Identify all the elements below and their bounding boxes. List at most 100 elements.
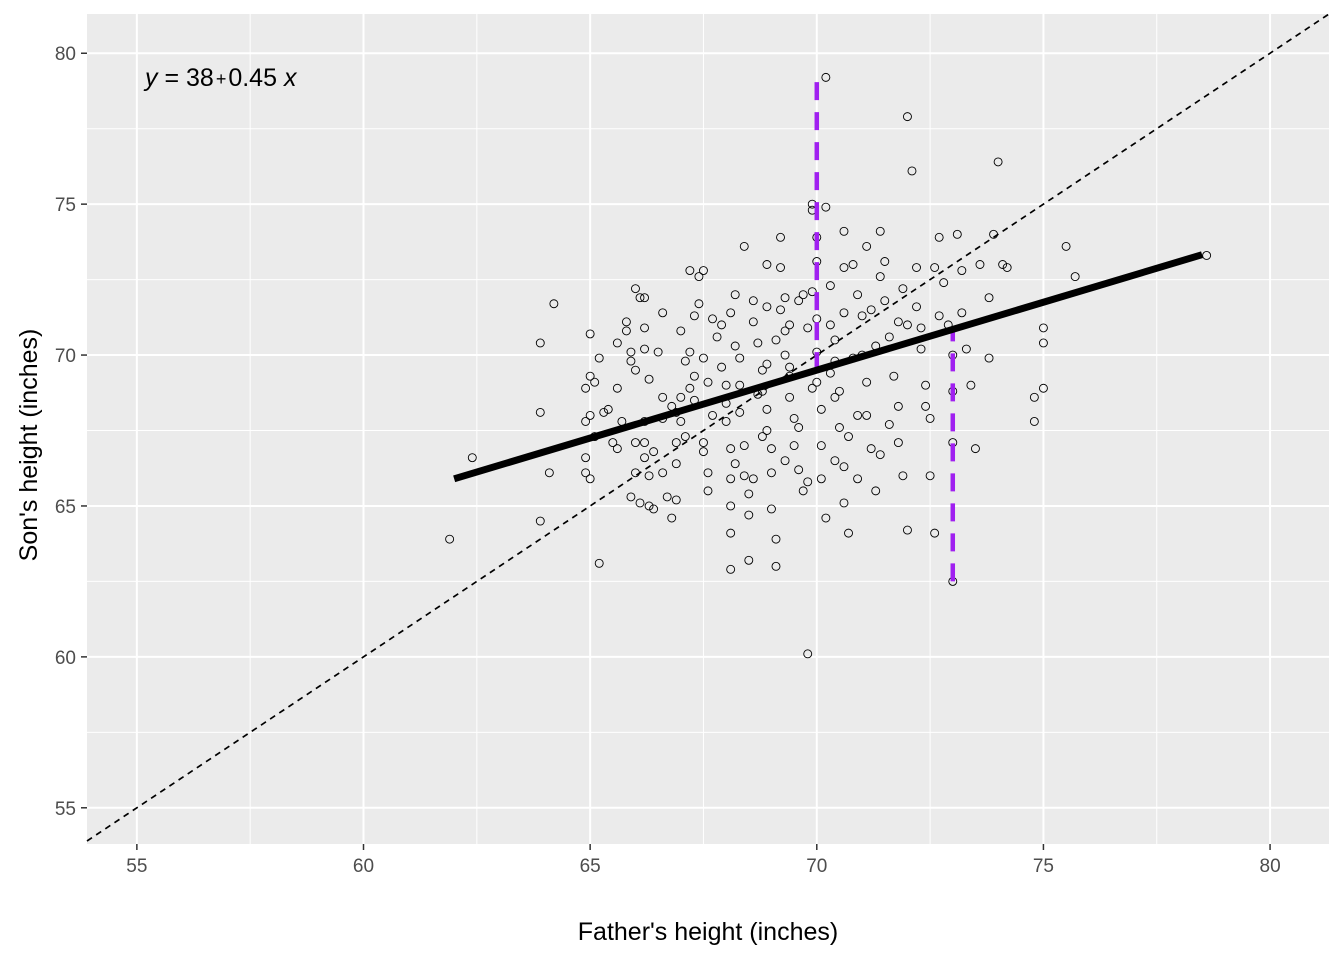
data-point	[807, 287, 817, 297]
data-point	[771, 561, 781, 571]
data-point	[862, 241, 872, 251]
data-point	[966, 380, 976, 390]
data-point	[658, 392, 668, 402]
vertical-segments	[814, 77, 956, 582]
data-point	[825, 320, 835, 330]
data-point	[839, 263, 849, 272]
data-point	[631, 468, 640, 478]
data-point	[676, 326, 686, 336]
data-point	[767, 444, 776, 454]
x-tick-label: 80	[1260, 856, 1281, 877]
equation-intercept: 38	[186, 64, 214, 92]
data-point	[1070, 272, 1080, 282]
data-point	[794, 423, 804, 432]
data-point	[1061, 241, 1071, 251]
data-point	[585, 329, 595, 339]
data-point	[1038, 338, 1048, 348]
data-points	[445, 72, 1212, 659]
data-point	[699, 353, 708, 363]
data-point	[748, 474, 758, 484]
y-tick-label: 55	[55, 799, 76, 820]
data-point	[739, 441, 749, 451]
x-tick-label: 60	[353, 856, 374, 877]
data-point	[835, 423, 844, 432]
data-point	[671, 438, 681, 448]
data-point	[816, 474, 826, 484]
data-point	[544, 468, 554, 478]
data-point	[848, 260, 858, 269]
data-point	[771, 335, 781, 345]
data-point	[1038, 323, 1048, 333]
data-point	[757, 365, 767, 375]
data-point	[970, 444, 980, 454]
identity-line-group	[86, 13, 1330, 842]
data-point	[880, 257, 890, 266]
data-point	[680, 356, 690, 366]
data-point	[889, 371, 899, 381]
data-point	[685, 266, 695, 275]
data-point	[621, 317, 631, 327]
data-point	[717, 362, 727, 372]
data-point	[689, 311, 699, 321]
data-point	[581, 383, 591, 393]
data-point	[835, 386, 844, 396]
data-point	[585, 371, 595, 381]
data-point	[730, 341, 740, 351]
data-point	[626, 492, 636, 502]
data-point	[862, 377, 872, 387]
data-point	[780, 293, 790, 303]
data-point	[640, 438, 649, 448]
data-point	[662, 492, 672, 502]
data-point	[640, 293, 649, 303]
data-point	[753, 338, 763, 348]
data-point	[685, 383, 695, 393]
regression-line	[453, 251, 1204, 483]
data-point	[803, 649, 813, 659]
y-tick-label: 65	[55, 497, 76, 518]
data-point	[744, 510, 754, 520]
data-point	[771, 534, 781, 544]
y-tick-label: 70	[55, 346, 76, 367]
data-point	[712, 332, 722, 342]
data-point	[762, 426, 772, 435]
data-point	[803, 477, 813, 487]
data-point	[785, 320, 795, 330]
data-point	[644, 471, 654, 481]
data-point	[807, 383, 817, 393]
data-point	[535, 516, 545, 526]
data-point	[912, 302, 921, 312]
data-point	[703, 468, 713, 478]
data-point	[984, 353, 994, 363]
data-point	[744, 489, 754, 499]
data-point	[893, 401, 903, 411]
data-point	[640, 323, 649, 333]
data-point	[581, 453, 591, 463]
data-point	[621, 326, 631, 336]
data-point	[699, 438, 708, 448]
data-point	[612, 338, 622, 348]
data-point	[803, 323, 813, 333]
data-point	[644, 374, 654, 384]
minor-gridlines	[87, 14, 1329, 844]
y-axis-title: Son's height (inches)	[15, 329, 43, 562]
data-point	[735, 353, 745, 363]
data-point	[780, 456, 790, 466]
data-point	[535, 407, 545, 417]
data-point	[676, 417, 686, 426]
data-point	[821, 513, 831, 523]
y-axis-ticks: 55 60 65 70 75 80	[55, 44, 87, 820]
data-point	[730, 459, 740, 469]
data-point	[739, 241, 749, 251]
data-point	[984, 293, 994, 303]
data-point	[825, 281, 835, 291]
data-point	[853, 290, 863, 300]
data-point	[467, 453, 477, 463]
data-point	[689, 371, 699, 381]
data-point	[776, 263, 785, 272]
data-point	[608, 438, 618, 448]
data-point	[853, 474, 863, 484]
data-point	[902, 525, 912, 535]
data-point	[1029, 417, 1039, 426]
data-point	[653, 347, 663, 357]
